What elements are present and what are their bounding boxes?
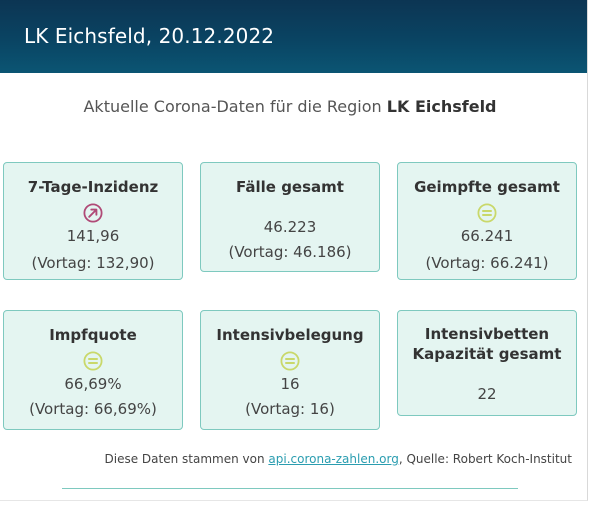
trend-up-icon bbox=[83, 203, 103, 223]
card-label: Impfquote bbox=[49, 326, 137, 344]
card-value: 141,96 bbox=[66, 227, 120, 245]
page-subtitle: Aktuelle Corona-Daten für die Region LK … bbox=[0, 97, 580, 116]
source-note: Diese Daten stammen von api.corona-zahle… bbox=[105, 452, 573, 466]
card-faelle-gesamt: Fälle gesamt 46.223 (Vortag: 46.186) bbox=[200, 162, 380, 272]
card-previous: (Vortag: 46.186) bbox=[228, 243, 352, 261]
footer-divider bbox=[62, 488, 518, 489]
source-link[interactable]: api.corona-zahlen.org bbox=[268, 452, 399, 466]
source-suffix: , Quelle: Robert Koch-Institut bbox=[398, 452, 572, 466]
trend-equal-icon bbox=[83, 351, 103, 371]
card-previous: (Vortag: 66,69%) bbox=[29, 400, 157, 418]
card-7-tage-inzidenz: 7-Tage-Inzidenz 141,96 (Vortag: 132,90) bbox=[3, 162, 183, 280]
trend-equal-icon bbox=[280, 351, 300, 371]
card-previous: (Vortag: 16) bbox=[245, 400, 335, 418]
card-geimpfte-gesamt: Geimpfte gesamt 66.241 (Vortag: 66.241) bbox=[397, 162, 577, 280]
card-value: 16 bbox=[280, 375, 300, 393]
card-previous: (Vortag: 66.241) bbox=[425, 254, 549, 272]
card-label-line1: Intensivbetten bbox=[424, 325, 550, 343]
subtitle-text: Aktuelle Corona-Daten für die Region bbox=[83, 97, 382, 116]
card-previous: (Vortag: 132,90) bbox=[31, 254, 155, 272]
card-label: 7-Tage-Inzidenz bbox=[27, 178, 159, 196]
card-label: Fälle gesamt bbox=[236, 178, 344, 196]
trend-equal-icon bbox=[477, 203, 497, 223]
card-label: Geimpfte gesamt bbox=[414, 178, 560, 196]
card-value: 66,69% bbox=[64, 375, 122, 393]
card-intensivbelegung: Intensivbelegung 16 (Vortag: 16) bbox=[200, 310, 380, 430]
card-value: 66.241 bbox=[460, 227, 514, 245]
card-label-line2: Kapazität gesamt bbox=[412, 345, 562, 363]
card-value: 22 bbox=[477, 385, 497, 403]
card-intensivbetten-kapazitaet: Intensivbetten Kapazität gesamt 22 bbox=[397, 310, 577, 416]
card-label: Intensivbelegung bbox=[216, 326, 364, 344]
source-prefix: Diese Daten stammen von bbox=[104, 452, 265, 466]
header-title: LK Eichsfeld, 20.12.2022 bbox=[24, 24, 275, 48]
card-impfquote: Impfquote 66,69% (Vortag: 66,69%) bbox=[3, 310, 183, 430]
header-banner: LK Eichsfeld, 20.12.2022 bbox=[0, 0, 587, 73]
subtitle-region: LK Eichsfeld bbox=[386, 97, 497, 116]
card-value: 46.223 bbox=[263, 218, 317, 236]
